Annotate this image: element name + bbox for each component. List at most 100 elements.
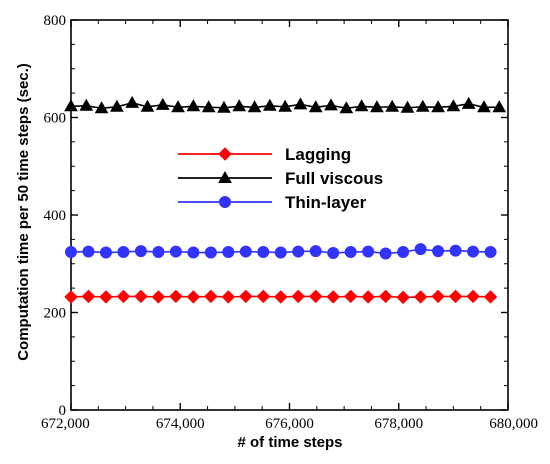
x-tick-label: 680,000 <box>489 416 538 432</box>
data-point <box>171 100 185 113</box>
legend-label: Thin-layer <box>285 193 367 212</box>
data-point <box>370 100 384 113</box>
data-point <box>79 98 94 111</box>
data-point <box>431 289 445 304</box>
axes: 0 200 400 600 800 672,000 674,000 676,000 678,00… <box>41 13 538 432</box>
data-point <box>99 290 113 304</box>
x-tick-label: 672,000 <box>41 416 90 432</box>
data-point <box>344 246 357 259</box>
data-point <box>99 246 112 259</box>
data-point <box>134 245 147 258</box>
series-layer <box>64 95 507 305</box>
data-point <box>484 246 497 259</box>
data-point <box>308 100 323 113</box>
data-point <box>256 289 270 304</box>
data-point <box>415 99 430 112</box>
x-axis-title: # of time steps <box>237 434 342 451</box>
data-point <box>81 289 96 304</box>
data-point <box>324 98 338 111</box>
data-point <box>64 99 78 112</box>
data-point <box>187 246 200 259</box>
data-point <box>116 289 131 304</box>
x-tick-label: 676,000 <box>265 416 314 432</box>
data-point <box>449 244 462 257</box>
series-full-viscous <box>64 95 507 114</box>
x-tick-label: 674,000 <box>156 416 205 432</box>
data-point <box>204 246 217 259</box>
data-point <box>140 99 155 112</box>
data-point <box>343 289 358 304</box>
data-point <box>64 290 78 304</box>
data-point <box>239 245 252 258</box>
data-point <box>354 99 369 112</box>
x-tick-label: 678,000 <box>374 416 423 432</box>
data-point <box>448 289 463 304</box>
data-point <box>110 99 124 112</box>
data-point <box>169 289 183 304</box>
data-point <box>169 245 182 258</box>
data-point <box>446 99 461 112</box>
data-point <box>204 289 218 304</box>
y-tick-label: 0 <box>59 403 67 419</box>
data-point <box>152 246 165 259</box>
data-point <box>293 97 308 110</box>
legend-item: Thin-layer <box>178 193 367 212</box>
data-point <box>155 97 170 110</box>
data-point <box>232 99 247 112</box>
data-point <box>239 289 253 304</box>
data-point <box>362 245 375 258</box>
data-point <box>221 290 236 304</box>
series-lagging <box>64 289 498 305</box>
data-point <box>94 101 109 114</box>
data-point <box>326 290 340 304</box>
data-point <box>467 245 480 258</box>
data-point <box>396 290 410 305</box>
data-point <box>262 98 277 111</box>
data-point <box>327 247 340 260</box>
data-point <box>247 100 262 113</box>
data-point <box>309 245 322 258</box>
data-point <box>431 100 445 113</box>
legend-item: Lagging <box>178 145 351 164</box>
data-point <box>477 100 491 113</box>
legend-marker <box>218 170 232 183</box>
legend: Lagging Full viscous Thin-layer <box>178 145 383 212</box>
data-point <box>201 100 216 113</box>
data-point <box>492 100 507 113</box>
y-tick-label: 400 <box>44 208 67 224</box>
data-point <box>274 290 288 304</box>
data-point <box>217 100 231 113</box>
data-point <box>186 99 201 112</box>
data-point <box>385 99 400 112</box>
data-point <box>278 99 292 112</box>
y-tick-label: 800 <box>44 13 67 29</box>
data-point <box>151 290 166 304</box>
data-point <box>400 100 415 113</box>
data-point <box>309 289 323 304</box>
data-point <box>186 290 201 304</box>
data-point <box>257 246 270 259</box>
data-point <box>292 245 305 258</box>
y-tick-label: 600 <box>44 111 67 127</box>
legend-label: Full viscous <box>285 169 383 188</box>
legend-label: Lagging <box>285 145 351 164</box>
legend-item: Full viscous <box>178 169 383 188</box>
data-point <box>274 246 287 259</box>
series-thin-layer <box>65 243 497 260</box>
plot-frame <box>70 19 509 411</box>
data-point <box>483 290 498 304</box>
data-point <box>413 290 428 304</box>
data-point <box>397 246 410 259</box>
y-tick-label: 200 <box>44 306 67 322</box>
data-point <box>134 289 148 304</box>
data-point <box>361 290 375 304</box>
data-point <box>117 246 130 259</box>
y-axis-title: Computation time per 50 time steps (sec.… <box>15 63 32 361</box>
data-point <box>414 243 427 256</box>
data-point <box>65 246 77 259</box>
data-point <box>432 245 445 258</box>
data-point <box>82 245 95 258</box>
data-point <box>222 246 235 259</box>
data-point <box>461 96 476 109</box>
